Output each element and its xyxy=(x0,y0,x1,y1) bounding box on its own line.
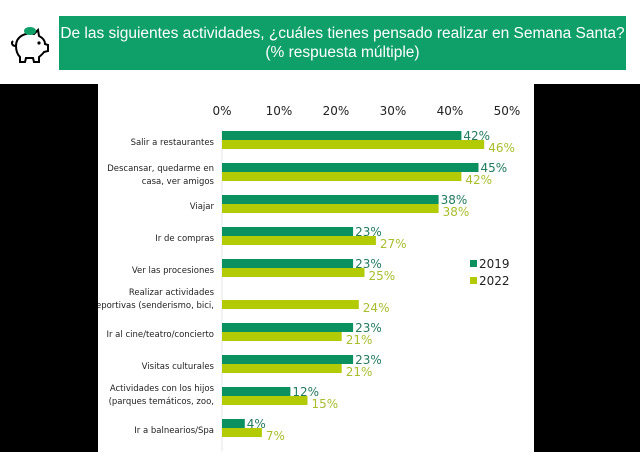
data-label-2019: 12% xyxy=(292,385,319,399)
category-label: Ir de compras xyxy=(155,234,214,244)
data-label-2019: 23% xyxy=(355,353,382,367)
data-label-2019: 23% xyxy=(355,225,382,239)
data-label-2022: 15% xyxy=(312,397,339,411)
bar-2022 xyxy=(222,172,462,181)
data-label-2022: 46% xyxy=(488,141,515,155)
x-tick-label: 0% xyxy=(212,104,231,118)
data-label-2019: 4% xyxy=(247,417,266,431)
category-label: Ir al cine/teatro/concierto xyxy=(106,330,214,340)
bar-2022 xyxy=(222,140,485,149)
data-label-2019: 38% xyxy=(441,193,468,207)
data-label-2022: 42% xyxy=(465,173,492,187)
x-tick-label: 50% xyxy=(494,104,521,118)
bar-2019 xyxy=(222,419,245,428)
x-tick-label: 30% xyxy=(380,104,407,118)
bar-chart: 0% 10% 20% 30% 40% 50% Salir a restaurantes 42%… xyxy=(91,104,521,451)
header: De las siguientes actividades, ¿cuáles t… xyxy=(0,0,640,84)
category-label: Salir a restaurantes xyxy=(131,138,215,148)
x-tick-label: 10% xyxy=(266,104,293,118)
bar-2019 xyxy=(222,323,354,332)
category-label: Ir a balnearios/Spa xyxy=(134,426,214,436)
x-tick-label: 20% xyxy=(323,104,350,118)
data-label-2022: 24% xyxy=(363,301,390,315)
legend-label-2022: 2022 xyxy=(479,274,510,288)
data-label-2022: 25% xyxy=(369,269,396,283)
data-label-2019: 23% xyxy=(355,257,382,271)
bar-2022 xyxy=(222,204,439,213)
legend-swatch-2022 xyxy=(470,277,477,284)
data-label-2022: 7% xyxy=(266,429,285,443)
bar-2019 xyxy=(222,163,479,172)
category-label: (parques temáticos, zoo, xyxy=(109,397,214,407)
bar-2022 xyxy=(222,332,342,341)
data-label-2019: 23% xyxy=(355,321,382,335)
piggy-bank-icon xyxy=(11,27,49,63)
data-label-2022: 21% xyxy=(346,333,373,347)
data-label-2019: 42% xyxy=(463,129,490,143)
bar-2019 xyxy=(222,387,291,396)
bar-2019 xyxy=(222,227,354,236)
bar-2019 xyxy=(222,195,439,204)
category-label: deportivas (senderismo, bici, xyxy=(98,301,214,311)
data-label-2022: 21% xyxy=(346,365,373,379)
category-label: Actividades con los hijos xyxy=(110,384,215,394)
bar-2022 xyxy=(222,300,359,309)
bar-2022 xyxy=(222,268,365,277)
bar-2022 xyxy=(222,428,262,437)
legend-swatch-2019 xyxy=(470,260,477,267)
category-label: Viajar xyxy=(190,202,215,212)
bar-2019 xyxy=(222,259,354,268)
category-label: Visitas culturales xyxy=(142,362,215,372)
bar-2022 xyxy=(222,364,342,373)
chart-title: De las siguientes actividades, ¿cuáles t… xyxy=(59,16,626,70)
bar-2022 xyxy=(222,396,308,405)
category-label: Realizar actividades xyxy=(129,288,215,298)
data-label-2019: 45% xyxy=(481,161,508,175)
category-label: Ver las procesiones xyxy=(132,266,215,276)
data-label-2022: 38% xyxy=(443,205,470,219)
bar-2019 xyxy=(222,355,354,364)
title-line-2: (% respuesta múltiple) xyxy=(265,44,420,61)
bar-2022 xyxy=(222,236,376,245)
chart-panel: 0% 10% 20% 30% 40% 50% Salir a restaurantes 42%… xyxy=(91,84,534,452)
x-tick-label: 40% xyxy=(437,104,464,118)
category-label: casa, ver amigos xyxy=(142,177,215,187)
category-label: Descansar, quedarme en xyxy=(107,164,214,174)
data-label-2022: 27% xyxy=(380,237,407,251)
title-line-1: De las siguientes actividades, ¿cuáles t… xyxy=(60,25,625,42)
legend-label-2019: 2019 xyxy=(479,257,510,271)
bar-2019 xyxy=(222,131,462,140)
